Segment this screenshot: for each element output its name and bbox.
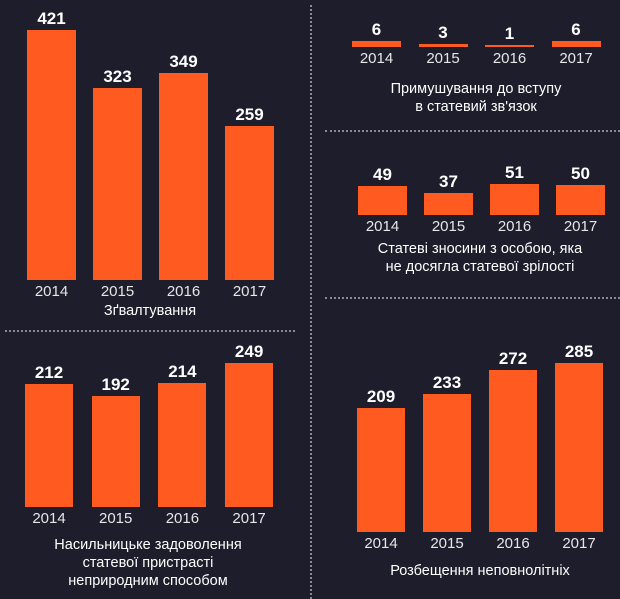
data-label: 233 [432, 372, 462, 392]
chart-title: Зґвалтування [0, 302, 300, 320]
data-label: 37 [439, 171, 458, 191]
data-label: 214 [168, 361, 197, 381]
vertical-divider [310, 5, 312, 599]
data-label: 259 [235, 105, 264, 125]
chart-title-line: не досягла статевої зрілості [385, 259, 575, 275]
chart-title: Примушування до вступу в статевий зв'язок [326, 80, 620, 116]
data-label: 50 [571, 164, 590, 183]
bar [27, 29, 76, 280]
x-tick-label: 2015 [430, 535, 464, 552]
x-tick-label: 2015 [99, 510, 133, 527]
x-tick-label: 2014 [32, 510, 66, 527]
chart-title: Розбещення неповнолітніх [330, 562, 620, 580]
x-tick-label: 2015 [426, 50, 460, 67]
x-tick-label: 2017 [232, 283, 267, 300]
data-label: 209 [366, 386, 396, 406]
data-label: 249 [234, 341, 264, 361]
data-label: 6 [571, 20, 581, 39]
x-tick-label: 2017 [559, 50, 593, 67]
bar [551, 41, 601, 47]
chart-title-line: Насильницьке задоволення [54, 537, 242, 553]
data-label: 49 [373, 164, 392, 184]
bar [159, 72, 208, 280]
data-label: 349 [169, 51, 198, 71]
chart-title-line: в статевий зв'язок [415, 99, 537, 115]
bar [158, 382, 207, 507]
chart-title-line: неприродним способом [68, 573, 228, 589]
x-tick-label: 2017 [562, 535, 596, 552]
data-label: 6 [371, 20, 382, 39]
data-label: 323 [103, 67, 132, 87]
data-label: 1 [504, 24, 515, 43]
data-label: 285 [564, 341, 594, 361]
x-tick-label: 2014 [364, 535, 398, 552]
x-tick-label: 2016 [492, 50, 527, 67]
chart-title-line: Зґвалтування [103, 303, 197, 319]
chart-title: Статеві зносини з особою, яка не досягла … [330, 240, 620, 276]
chart-title-line: Статеві зносини з особою, яка [377, 241, 583, 257]
bar [358, 185, 407, 215]
bar [556, 185, 605, 215]
x-tick-label: 2014 [359, 50, 394, 67]
bar [418, 44, 468, 47]
bar [91, 395, 140, 507]
x-tick-label: 2017 [563, 218, 598, 235]
data-label: 192 [101, 374, 130, 394]
horizontal-divider [325, 297, 620, 299]
data-label: 421 [37, 8, 66, 28]
x-tick-label: 2016 [497, 218, 532, 235]
chart-title: Насильницьке задоволення статевої пристра… [0, 536, 298, 590]
bar [555, 362, 603, 532]
x-tick-label: 2014 [34, 283, 69, 300]
data-label: 272 [498, 349, 528, 369]
horizontal-divider [325, 130, 620, 132]
x-tick-label: 2015 [100, 283, 135, 300]
x-tick-label: 2016 [166, 283, 201, 300]
bar [357, 407, 405, 532]
bar [225, 126, 274, 280]
bar [25, 384, 73, 507]
bar [485, 45, 534, 47]
bar [490, 184, 539, 215]
bar [489, 370, 537, 532]
x-tick-label: 2016 [496, 535, 530, 552]
bar [93, 88, 142, 280]
bar [352, 41, 401, 47]
chart-title-line: Примушування до вступу [390, 81, 562, 97]
bar [225, 362, 274, 507]
data-label: 212 [34, 363, 64, 383]
chart-title-line: статевої пристрасті [82, 555, 214, 571]
x-tick-label: 2017 [232, 510, 266, 527]
data-label: 51 [505, 163, 524, 183]
bar [424, 192, 473, 215]
x-tick-label: 2014 [365, 218, 400, 235]
data-label: 3 [438, 23, 448, 42]
horizontal-divider [5, 330, 295, 332]
chart-title-line: Розбещення неповнолітніх [390, 563, 570, 579]
bar [423, 393, 471, 532]
x-tick-label: 2015 [431, 218, 466, 235]
x-tick-label: 2016 [165, 510, 200, 527]
